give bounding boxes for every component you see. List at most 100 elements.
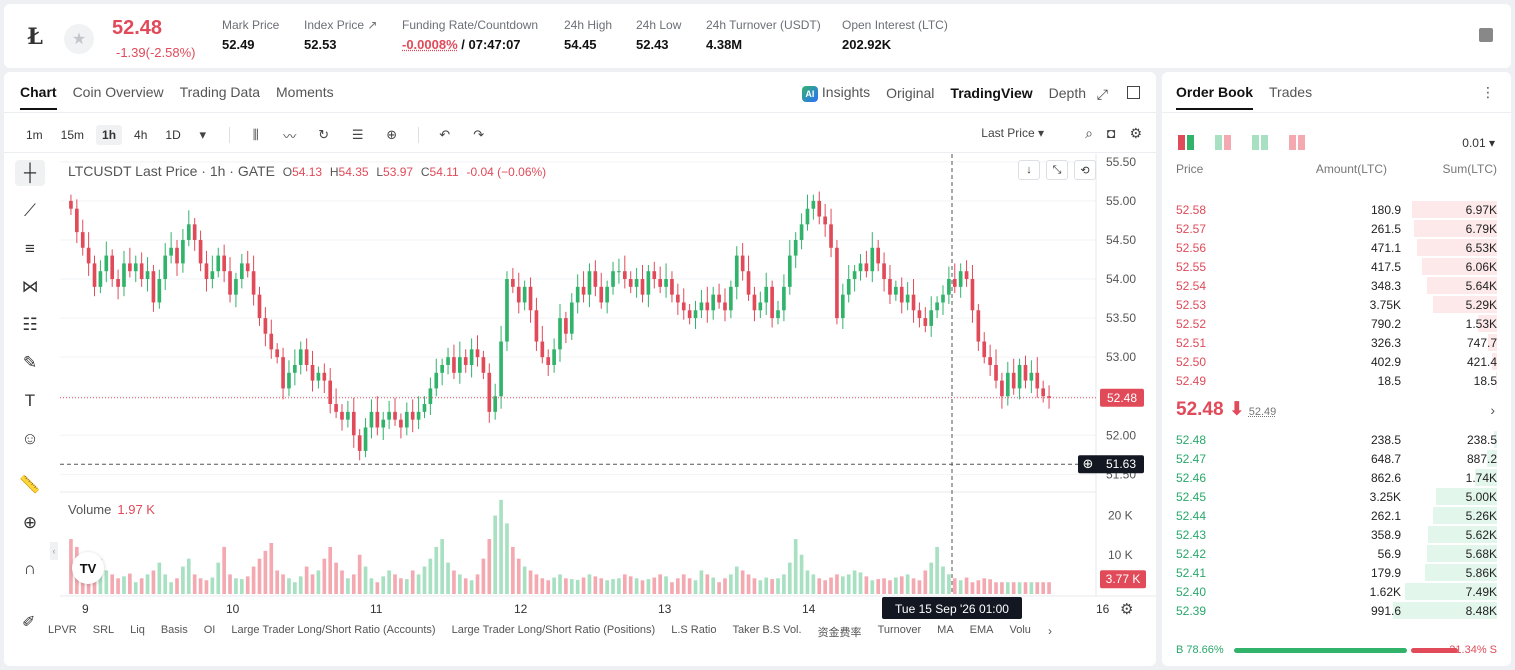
volume-bar[interactable] xyxy=(275,570,280,594)
volume-bar[interactable] xyxy=(764,577,769,594)
volume-bar[interactable] xyxy=(899,576,904,594)
candle[interactable] xyxy=(163,255,168,280)
candle[interactable] xyxy=(640,279,645,295)
collapse-toolbar-button[interactable]: ‹ xyxy=(50,542,58,560)
candle[interactable] xyxy=(1011,372,1016,389)
candle[interactable] xyxy=(145,271,150,280)
volume-bar[interactable] xyxy=(404,579,409,594)
volume-bar[interactable] xyxy=(458,574,462,594)
ask-row[interactable]: 52.50 402.9 421.4 xyxy=(1162,352,1511,371)
ask-row[interactable]: 52.56 471.1 6.53K xyxy=(1162,238,1511,257)
candles-icon[interactable]: ⫼ xyxy=(252,127,259,142)
volume-bar[interactable] xyxy=(947,574,951,594)
indicator-item[interactable]: MA xyxy=(937,624,954,636)
ask-row[interactable]: 52.52 790.2 1.53K xyxy=(1162,314,1511,333)
volume-bar[interactable] xyxy=(322,558,327,594)
candle[interactable] xyxy=(239,263,244,280)
candle[interactable] xyxy=(1035,372,1040,389)
candle[interactable] xyxy=(516,286,521,303)
candle[interactable] xyxy=(593,271,598,287)
replay-icon[interactable]: ↻ xyxy=(318,127,330,142)
candle[interactable] xyxy=(994,364,998,381)
indicator-item[interactable]: Large Trader Long/Short Ratio (Accounts) xyxy=(231,624,436,636)
volume-bar[interactable] xyxy=(829,577,833,594)
candle[interactable] xyxy=(652,271,657,280)
volume-bar[interactable] xyxy=(505,523,509,594)
candle[interactable] xyxy=(104,255,109,272)
volume-bar[interactable] xyxy=(346,578,350,594)
candle[interactable] xyxy=(935,302,939,311)
volume-bar[interactable] xyxy=(251,566,256,594)
volume-bar[interactable] xyxy=(452,570,456,594)
volume-bar[interactable] xyxy=(711,577,716,594)
indicator-item[interactable]: LPVR xyxy=(48,624,77,636)
candle[interactable] xyxy=(941,294,945,303)
volume-bar[interactable] xyxy=(428,558,433,594)
indicator-item[interactable]: Basis xyxy=(160,624,188,636)
bid-row[interactable]: 52.42 56.9 5.68K xyxy=(1162,544,1511,563)
bid-row[interactable]: 52.48 238.5 238.5 xyxy=(1162,430,1511,449)
candle[interactable] xyxy=(899,286,904,303)
candle[interactable] xyxy=(245,263,250,272)
volume-bar[interactable] xyxy=(328,546,333,594)
candle[interactable] xyxy=(723,302,727,311)
candle[interactable] xyxy=(952,279,957,287)
tab-trading-data[interactable]: Trading Data xyxy=(179,84,261,100)
bid-row[interactable]: 52.47 648.7 887.2 xyxy=(1162,449,1511,468)
candle[interactable] xyxy=(587,271,592,295)
ask-row[interactable]: 52.57 261.5 6.79K xyxy=(1162,219,1511,238)
volume-bar[interactable] xyxy=(546,580,551,594)
candle[interactable] xyxy=(787,255,792,287)
candle[interactable] xyxy=(263,318,268,334)
candle[interactable] xyxy=(110,255,115,280)
candle[interactable] xyxy=(911,294,916,311)
volume-bar[interactable] xyxy=(970,582,975,594)
reset-icon[interactable]: ⟲ xyxy=(1074,160,1096,180)
candle[interactable] xyxy=(923,318,928,326)
ask-row[interactable]: 52.53 3.75K 5.29K xyxy=(1162,295,1511,314)
volume-bar[interactable] xyxy=(811,574,816,594)
candle[interactable] xyxy=(399,419,403,428)
candle[interactable] xyxy=(764,286,769,303)
bid-row[interactable]: 52.46 862.6 1.74K xyxy=(1162,468,1511,487)
volume-bar[interactable] xyxy=(198,578,203,594)
volume-bar[interactable] xyxy=(239,579,244,594)
candle[interactable] xyxy=(564,318,568,334)
candle[interactable] xyxy=(351,411,356,436)
volume-bar[interactable] xyxy=(717,582,721,594)
candle[interactable] xyxy=(257,294,262,319)
volume-bar[interactable] xyxy=(670,582,674,594)
volume-bar[interactable] xyxy=(605,580,609,594)
volume-bar[interactable] xyxy=(151,570,156,594)
indicator-item[interactable]: Volu xyxy=(1009,624,1031,636)
candle[interactable] xyxy=(357,435,362,451)
indicator-item[interactable]: Large Trader Long/Short Ratio (Positions… xyxy=(451,624,656,636)
volume-bar[interactable] xyxy=(381,576,386,594)
candle[interactable] xyxy=(705,302,710,311)
candle[interactable] xyxy=(982,341,987,358)
volume-bar[interactable] xyxy=(917,580,922,594)
candle[interactable] xyxy=(75,208,79,233)
fullscreen-icon[interactable]: ⤢ xyxy=(1096,86,1108,102)
volume-bar[interactable] xyxy=(734,566,739,594)
volume-bar[interactable] xyxy=(864,576,869,594)
candle[interactable] xyxy=(139,263,144,280)
volume-bar[interactable] xyxy=(245,576,250,594)
volume-bar[interactable] xyxy=(870,580,875,594)
candle[interactable] xyxy=(499,341,503,397)
volume-bar[interactable] xyxy=(752,578,757,594)
candle[interactable] xyxy=(92,263,97,287)
ruler-icon[interactable]: 📏 xyxy=(19,475,41,494)
candle[interactable] xyxy=(281,357,285,389)
volume-bar[interactable] xyxy=(882,578,886,594)
volume-bar[interactable] xyxy=(894,577,898,594)
volume-bar[interactable] xyxy=(499,499,503,594)
candle[interactable] xyxy=(1023,364,1028,381)
volume-bar[interactable] xyxy=(139,578,144,594)
view-split-icon[interactable] xyxy=(1215,135,1232,150)
volume-bar[interactable] xyxy=(1023,582,1028,594)
volume-bar[interactable] xyxy=(587,574,592,594)
indicator-item[interactable]: SRL xyxy=(92,624,115,636)
volume-bar[interactable] xyxy=(234,578,238,594)
candle[interactable] xyxy=(204,263,209,280)
